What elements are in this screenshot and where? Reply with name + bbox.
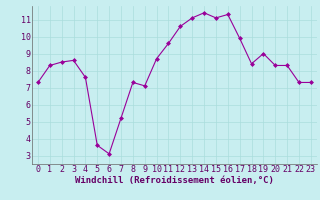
X-axis label: Windchill (Refroidissement éolien,°C): Windchill (Refroidissement éolien,°C) (75, 176, 274, 185)
